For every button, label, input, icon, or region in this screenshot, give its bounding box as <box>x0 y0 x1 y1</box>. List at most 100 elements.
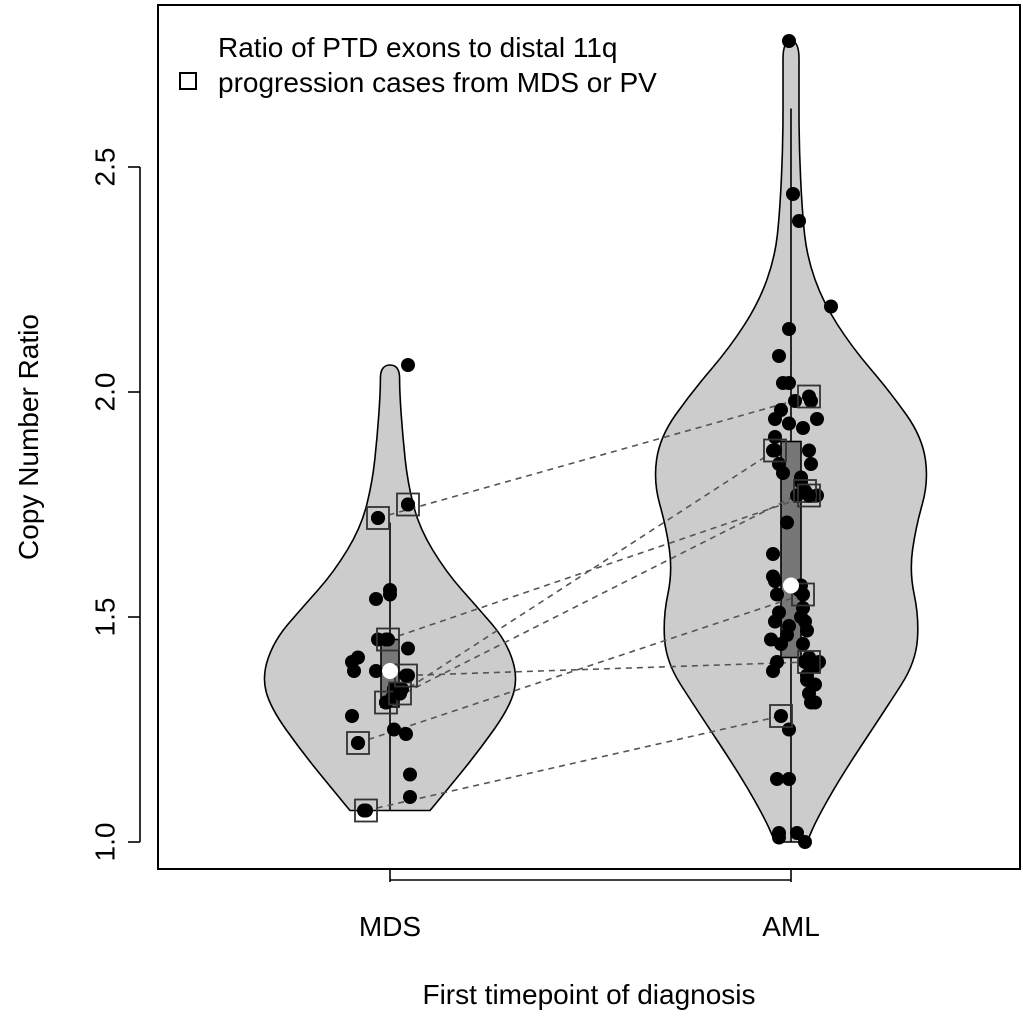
progression-square-mds-4 <box>376 627 400 652</box>
progression-square-mds-7 <box>366 506 390 530</box>
progression-point-mds-2 <box>351 736 365 750</box>
progression-square-mds-3 <box>374 690 398 715</box>
plot-frame <box>157 4 1021 870</box>
x-axis-label: First timepoint of diagnosis <box>422 979 755 1010</box>
y-axis-label: Copy Number Ratio <box>13 314 44 560</box>
point-aml-25 <box>782 416 796 431</box>
point-aml-21 <box>782 619 796 633</box>
progression-square-aml-2 <box>791 582 815 607</box>
progression-point-mds-8 <box>401 497 415 512</box>
point-aml-64 <box>782 34 796 48</box>
y-tick-label-3: 2.0 <box>90 373 121 412</box>
y-tick-label-2: 1.5 <box>90 598 121 637</box>
point-aml-43 <box>810 412 824 426</box>
pair-line-6 <box>405 661 810 677</box>
pair-line-5 <box>399 449 776 695</box>
point-mds-14 <box>383 583 397 597</box>
point-aml-59 <box>798 835 812 849</box>
point-mds-4 <box>345 709 359 723</box>
progression-point-mds-4 <box>381 632 395 647</box>
point-aml-50 <box>794 470 808 485</box>
legend-entry-1: Ratio of PTD exons to distal 11q <box>218 32 617 63</box>
point-aml-46 <box>802 443 816 458</box>
point-aml-51 <box>792 214 806 228</box>
point-mds-23 <box>399 727 413 741</box>
progression-point-aml-5 <box>802 488 816 503</box>
point-aml-47 <box>804 457 818 471</box>
median-mds <box>382 663 398 679</box>
point-aml-45 <box>796 421 810 435</box>
pair-lines-layer <box>357 395 810 812</box>
point-aml-24 <box>786 187 800 201</box>
pair-line-2 <box>357 593 804 744</box>
point-aml-12 <box>768 574 782 588</box>
progression-square-aml-3 <box>793 479 817 503</box>
point-aml-34 <box>796 637 810 651</box>
point-mds-17 <box>387 722 401 737</box>
point-aml-54 <box>782 722 796 737</box>
point-aml-15 <box>768 614 782 629</box>
point-mds-26 <box>401 358 415 372</box>
progression-square-mds-5 <box>388 681 412 706</box>
point-aml-1 <box>772 349 786 363</box>
x-tick-label-mds: MDS <box>359 911 421 942</box>
progression-point-mds-6 <box>399 668 413 683</box>
progression-point-mds-3 <box>379 695 393 710</box>
progression-point-aml-7 <box>802 389 816 404</box>
progression-point-aml-4 <box>768 443 782 458</box>
progression-point-mds-1 <box>359 803 373 818</box>
point-mds-24 <box>403 767 417 782</box>
point-aml-57 <box>772 830 786 845</box>
point-aml-41 <box>808 695 822 710</box>
median-aml <box>783 577 799 594</box>
pair-line-4 <box>387 494 810 641</box>
point-mds-2 <box>347 664 361 678</box>
progression-square-aml-6 <box>797 650 821 674</box>
median-layer <box>382 577 799 679</box>
progression-point-mds-7 <box>371 511 385 525</box>
progression-point-mds-5 <box>393 686 407 701</box>
y-tick-label-1: 1.0 <box>90 823 121 862</box>
point-aml-55 <box>782 772 796 786</box>
pair-line-1 <box>365 715 782 812</box>
progression-square-mds-2 <box>346 731 370 755</box>
x-axis: MDS AML <box>359 869 820 942</box>
point-aml-40 <box>808 677 822 692</box>
point-mds-7 <box>369 592 383 606</box>
point-aml-8 <box>776 466 790 480</box>
point-aml-13 <box>770 587 784 602</box>
progression-square-aml-1 <box>769 704 793 728</box>
progression-point-aml-6 <box>802 655 816 669</box>
point-aml-26 <box>788 394 802 408</box>
y-axis: 1.0 1.5 2.0 2.5 <box>90 148 141 862</box>
point-aml-62 <box>800 668 814 683</box>
point-mds-8 <box>369 664 383 678</box>
point-aml-5 <box>768 430 782 444</box>
progression-squares-layer <box>346 384 821 823</box>
progression-square-aml-5 <box>797 483 821 508</box>
point-aml-10 <box>766 547 780 561</box>
progression-point-aml-2 <box>796 587 810 602</box>
point-aml-33 <box>800 623 814 638</box>
point-mds-3 <box>351 650 365 665</box>
x-tick-label-aml: AML <box>762 911 820 942</box>
legend: Ratio of PTD exons to distal 11q progres… <box>179 32 657 98</box>
legend-entry-2: progression cases from MDS or PV <box>218 67 657 98</box>
progression-square-aml-4 <box>763 438 787 463</box>
pair-line-3 <box>385 490 806 704</box>
pair-line-7 <box>377 395 810 519</box>
progression-square-mds-1 <box>354 798 378 823</box>
legend-square-icon <box>179 72 197 90</box>
point-mds-25 <box>403 790 417 804</box>
point-aml-23 <box>782 376 796 390</box>
point-aml-52 <box>824 299 838 314</box>
point-aml-53 <box>770 772 784 786</box>
y-tick-label-4: 2.5 <box>90 148 121 187</box>
point-aml-18 <box>766 664 780 678</box>
progression-square-aml-7 <box>797 384 821 409</box>
progression-square-mds-8 <box>396 492 420 517</box>
progression-point-aml-1 <box>774 709 788 723</box>
point-aml-4 <box>768 412 782 426</box>
point-aml-9 <box>780 515 794 530</box>
